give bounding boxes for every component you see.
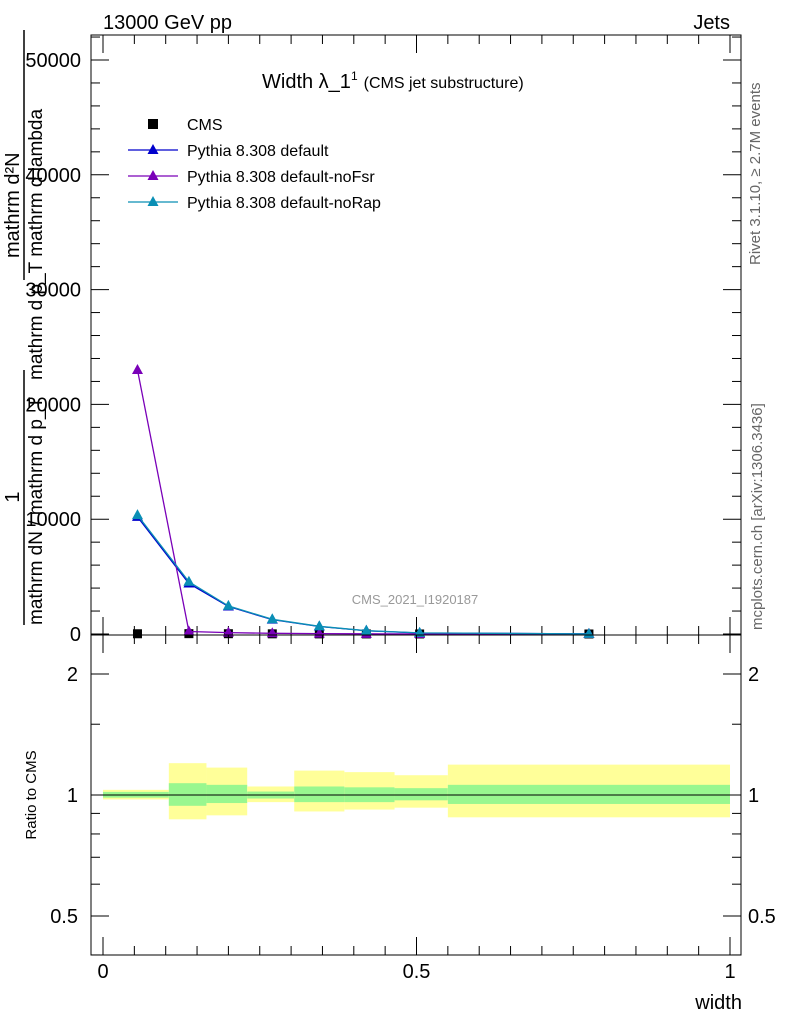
x-tick-label: 0.5 (403, 961, 431, 983)
ratio-y-tick-label-right: 1 (748, 785, 759, 807)
ratio-y-tick-label: 2 (67, 664, 78, 686)
series-marker (360, 624, 372, 635)
legend-marker (147, 170, 159, 180)
category-label: Jets (693, 12, 730, 34)
legend-label: CMS (187, 117, 223, 134)
mcplots-label: mcplots.cern.ch [arXiv:1306.3436] (749, 403, 766, 630)
series-marker (131, 509, 143, 520)
data-point (132, 629, 142, 639)
series-pythia-8-308-default (131, 510, 595, 638)
main-y-tick-label: 10000 (25, 509, 81, 531)
ratio-y-ticks: 0.5 0.5 1 1 2 2 (50, 664, 776, 956)
ratio-inner-band (394, 788, 448, 801)
ratio-inner-band (294, 786, 345, 803)
legend-item: Pythia 8.308 default (128, 143, 329, 160)
ratio-plot-panel: 0.5 0.51 12 2 0 0.5 1 Ratio to CMS width (23, 634, 776, 1014)
ylabel-prefix-denominator: mathrm dN / mathrm d p_T (26, 397, 47, 625)
main-y-tick-label: 20000 (25, 394, 81, 416)
energy-label: 13000 GeV pp (103, 12, 232, 34)
ratio-y-tick-label: 0.5 (50, 906, 78, 928)
x-tick-label: 1 (724, 961, 735, 983)
series-line (136, 516, 589, 635)
series-line (136, 369, 589, 635)
ratio-y-tick-label-right: 2 (748, 664, 759, 686)
main-y-tick-label: 50000 (25, 50, 81, 72)
main-y-tick-label: 30000 (25, 280, 81, 302)
series-marker (183, 575, 195, 586)
analysis-label: CMS_2021_I1920187 (352, 592, 479, 607)
main-y-tick-label: 0 (70, 624, 81, 646)
series-marker (266, 613, 278, 624)
series-marker (313, 620, 325, 631)
series-marker (414, 626, 426, 637)
chart-subtitle: (CMS jet substructure) (364, 75, 524, 92)
ratio-inner-band (206, 784, 248, 804)
legend-label: Pythia 8.308 default-noFsr (187, 169, 375, 186)
series-marker (222, 599, 234, 610)
ylabel-prefix-numerator: 1 (2, 491, 24, 502)
series-line (136, 514, 589, 635)
legend: CMS Pythia 8.308 default Pythia 8.308 defa… (128, 117, 381, 212)
legend-item: Pythia 8.308 default-noRap (128, 195, 381, 212)
legend-item: CMS (148, 117, 223, 134)
legend-item: Pythia 8.308 default-noFsr (128, 169, 375, 186)
legend-label: Pythia 8.308 default (187, 143, 329, 160)
main-y-tick-label: 40000 (25, 165, 81, 187)
chart-title-sup: 1 (351, 69, 358, 83)
ratio-x-ticks: 0 0.5 1 (97, 635, 736, 983)
main-y-ticks: 0 10000 20000 30000 40000 50000 (25, 36, 741, 646)
series-pythia-8-308-default-norap (131, 509, 595, 638)
series-marker (131, 363, 143, 374)
chart-title: Width λ_11 (CMS jet substructure) (262, 69, 524, 93)
x-axis-label: width (694, 992, 742, 1014)
x-tick-label: 0 (97, 961, 108, 983)
main-y-axis-label: 1 mathrm dN / mathrm d p_T mathrm d²N ma… (2, 30, 47, 625)
legend-label: Pythia 8.308 default-noRap (187, 195, 381, 212)
ratio-y-tick-label: 1 (67, 785, 78, 807)
legend-marker (148, 119, 158, 129)
legend-marker (147, 196, 159, 206)
ratio-y-axis-label: Ratio to CMS (23, 750, 40, 839)
ratio-y-tick-label-right: 0.5 (748, 906, 776, 928)
ratio-inner-band (447, 784, 730, 804)
rivet-label: Rivet 3.1.10, ≥ 2.7M events (747, 83, 764, 266)
legend-marker (147, 144, 159, 154)
ratio-inner-band (168, 783, 207, 806)
main-plot-panel: 0 10000 20000 30000 40000 50000 CMS_2021_I192… (25, 34, 742, 646)
ylabel-denominator: mathrm d p_T mathrm d lambda (26, 109, 47, 380)
series-marker (183, 625, 195, 636)
ylabel-numerator: mathrm d²N (2, 152, 24, 258)
ratio-bands (103, 763, 730, 820)
chart-title-main: Width λ_1 (262, 71, 351, 93)
series-marker (222, 626, 234, 637)
